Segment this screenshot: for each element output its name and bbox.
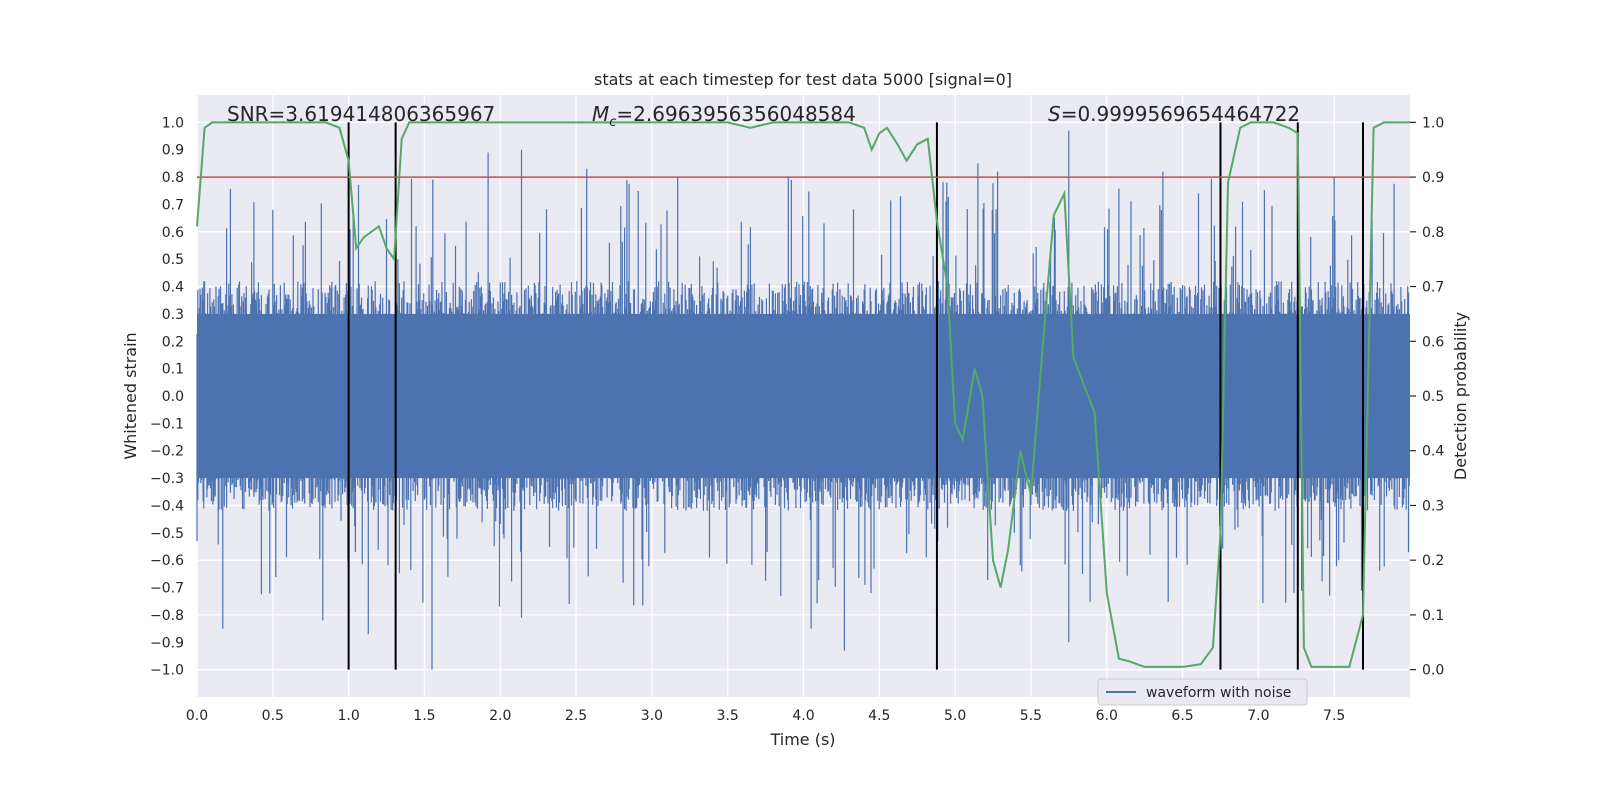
y2-axis-title: Detection probability — [1451, 312, 1470, 480]
y2-tick-label: 0.1 — [1422, 608, 1444, 624]
y-tick-label: −0.3 — [150, 471, 184, 487]
detection-probability-line — [196, 121, 1410, 668]
s-value: =0.9999569654464722 — [1061, 102, 1300, 126]
y2-tick-label: 0.3 — [1422, 498, 1444, 514]
y-tick-label: −0.9 — [150, 635, 184, 651]
y-axis-title: Whitened strain — [121, 332, 140, 459]
x-tick-label: 7.0 — [1247, 708, 1269, 724]
y2-tick-label: 0.7 — [1422, 280, 1444, 296]
s-symbol: S — [1048, 102, 1061, 126]
y-tick-label: 0.2 — [162, 334, 184, 350]
y2-tick-label: 0.2 — [1422, 553, 1444, 569]
x-tick-label: 0.0 — [186, 708, 208, 724]
x-tick-label: 1.5 — [413, 708, 435, 724]
x-tick-label: 2.5 — [565, 708, 587, 724]
waveform-series — [196, 127, 1410, 670]
chirp-mass-symbol: M — [592, 102, 609, 126]
waveform-core — [197, 313, 1410, 479]
chirp-mass-annotation: Mc=2.6963956356048584 — [592, 102, 856, 130]
x-tick-label: 3.5 — [717, 708, 739, 724]
y2-tick-label: 0.8 — [1422, 225, 1444, 241]
legend: waveform with noise — [1097, 678, 1308, 706]
y2-tick-label: 0.0 — [1422, 663, 1444, 679]
x-tick-label: 6.0 — [1096, 708, 1118, 724]
x-tick-label: 5.0 — [944, 708, 966, 724]
y-tick-label: 0.6 — [162, 225, 184, 241]
y2-tick-label: 1.0 — [1422, 115, 1444, 131]
snr-annotation: SNR=3.619414806365967 — [227, 102, 495, 126]
y-tick-label: −0.2 — [150, 444, 184, 460]
chirp-mass-value: =2.6963956356048584 — [616, 102, 855, 126]
x-tick-label: 3.0 — [641, 708, 663, 724]
y-tick-labels: 1.0 0.9 0.8 0.7 0.6 0.5 0.4 0.3 0.2 0.1 0.0 −0.1 −0.… — [150, 115, 184, 678]
y-tick-label: −0.5 — [150, 526, 184, 542]
x-tick-labels: 0.0 0.5 1.0 1.5 2.0 2.5 3.0 3.5 4.0 4.5 5.0 5.5 6.0 6… — [186, 708, 1345, 724]
x-tick-label: 6.5 — [1171, 708, 1193, 724]
y2-tick-label: 0.4 — [1422, 444, 1444, 460]
y2-tick-label: 0.9 — [1422, 170, 1444, 186]
x-tick-label: 1.0 — [337, 708, 359, 724]
y-tick-label: 0.8 — [162, 170, 184, 186]
x-tick-label: 2.0 — [489, 708, 511, 724]
y-tick-label: −0.6 — [150, 553, 184, 569]
y-tick-label: 0.1 — [162, 362, 184, 378]
y-tick-label: −0.8 — [150, 608, 184, 624]
y2-tick-labels: 1.0 0.9 0.8 0.7 0.6 0.5 0.4 0.3 0.2 0.1 0.0 — [1410, 115, 1444, 679]
y2-tick-label: 0.5 — [1422, 389, 1444, 405]
y-tick-label: 0.3 — [162, 307, 184, 323]
y-tick-label: 1.0 — [162, 115, 184, 131]
y-tick-label: 0.9 — [162, 143, 184, 159]
y-tick-label: 0.5 — [162, 252, 184, 268]
x-tick-label: 4.0 — [792, 708, 814, 724]
x-tick-label: 7.5 — [1323, 708, 1345, 724]
x-tick-label: 0.5 — [262, 708, 284, 724]
x-axis-title: Time (s) — [769, 730, 835, 749]
y-tick-label: 0.7 — [162, 197, 184, 213]
x-tick-label: 5.5 — [1020, 708, 1042, 724]
y-tick-label: −1.0 — [150, 663, 184, 679]
s-annotation: S=0.9999569654464722 — [1048, 102, 1300, 126]
chart-title: stats at each timestep for test data 500… — [594, 70, 1012, 89]
legend-label: waveform with noise — [1146, 685, 1291, 701]
chirp-mass-subscript: c — [609, 115, 616, 130]
y2-tick-label: 0.6 — [1422, 334, 1444, 350]
y-tick-label: −0.7 — [150, 581, 184, 597]
y-tick-label: −0.1 — [150, 416, 184, 432]
y-tick-label: 0.4 — [162, 280, 184, 296]
legend-box — [1097, 678, 1308, 706]
x-tick-label: 4.5 — [868, 708, 890, 724]
y-tick-label: 0.0 — [162, 389, 184, 405]
y-tick-label: −0.4 — [150, 498, 184, 514]
